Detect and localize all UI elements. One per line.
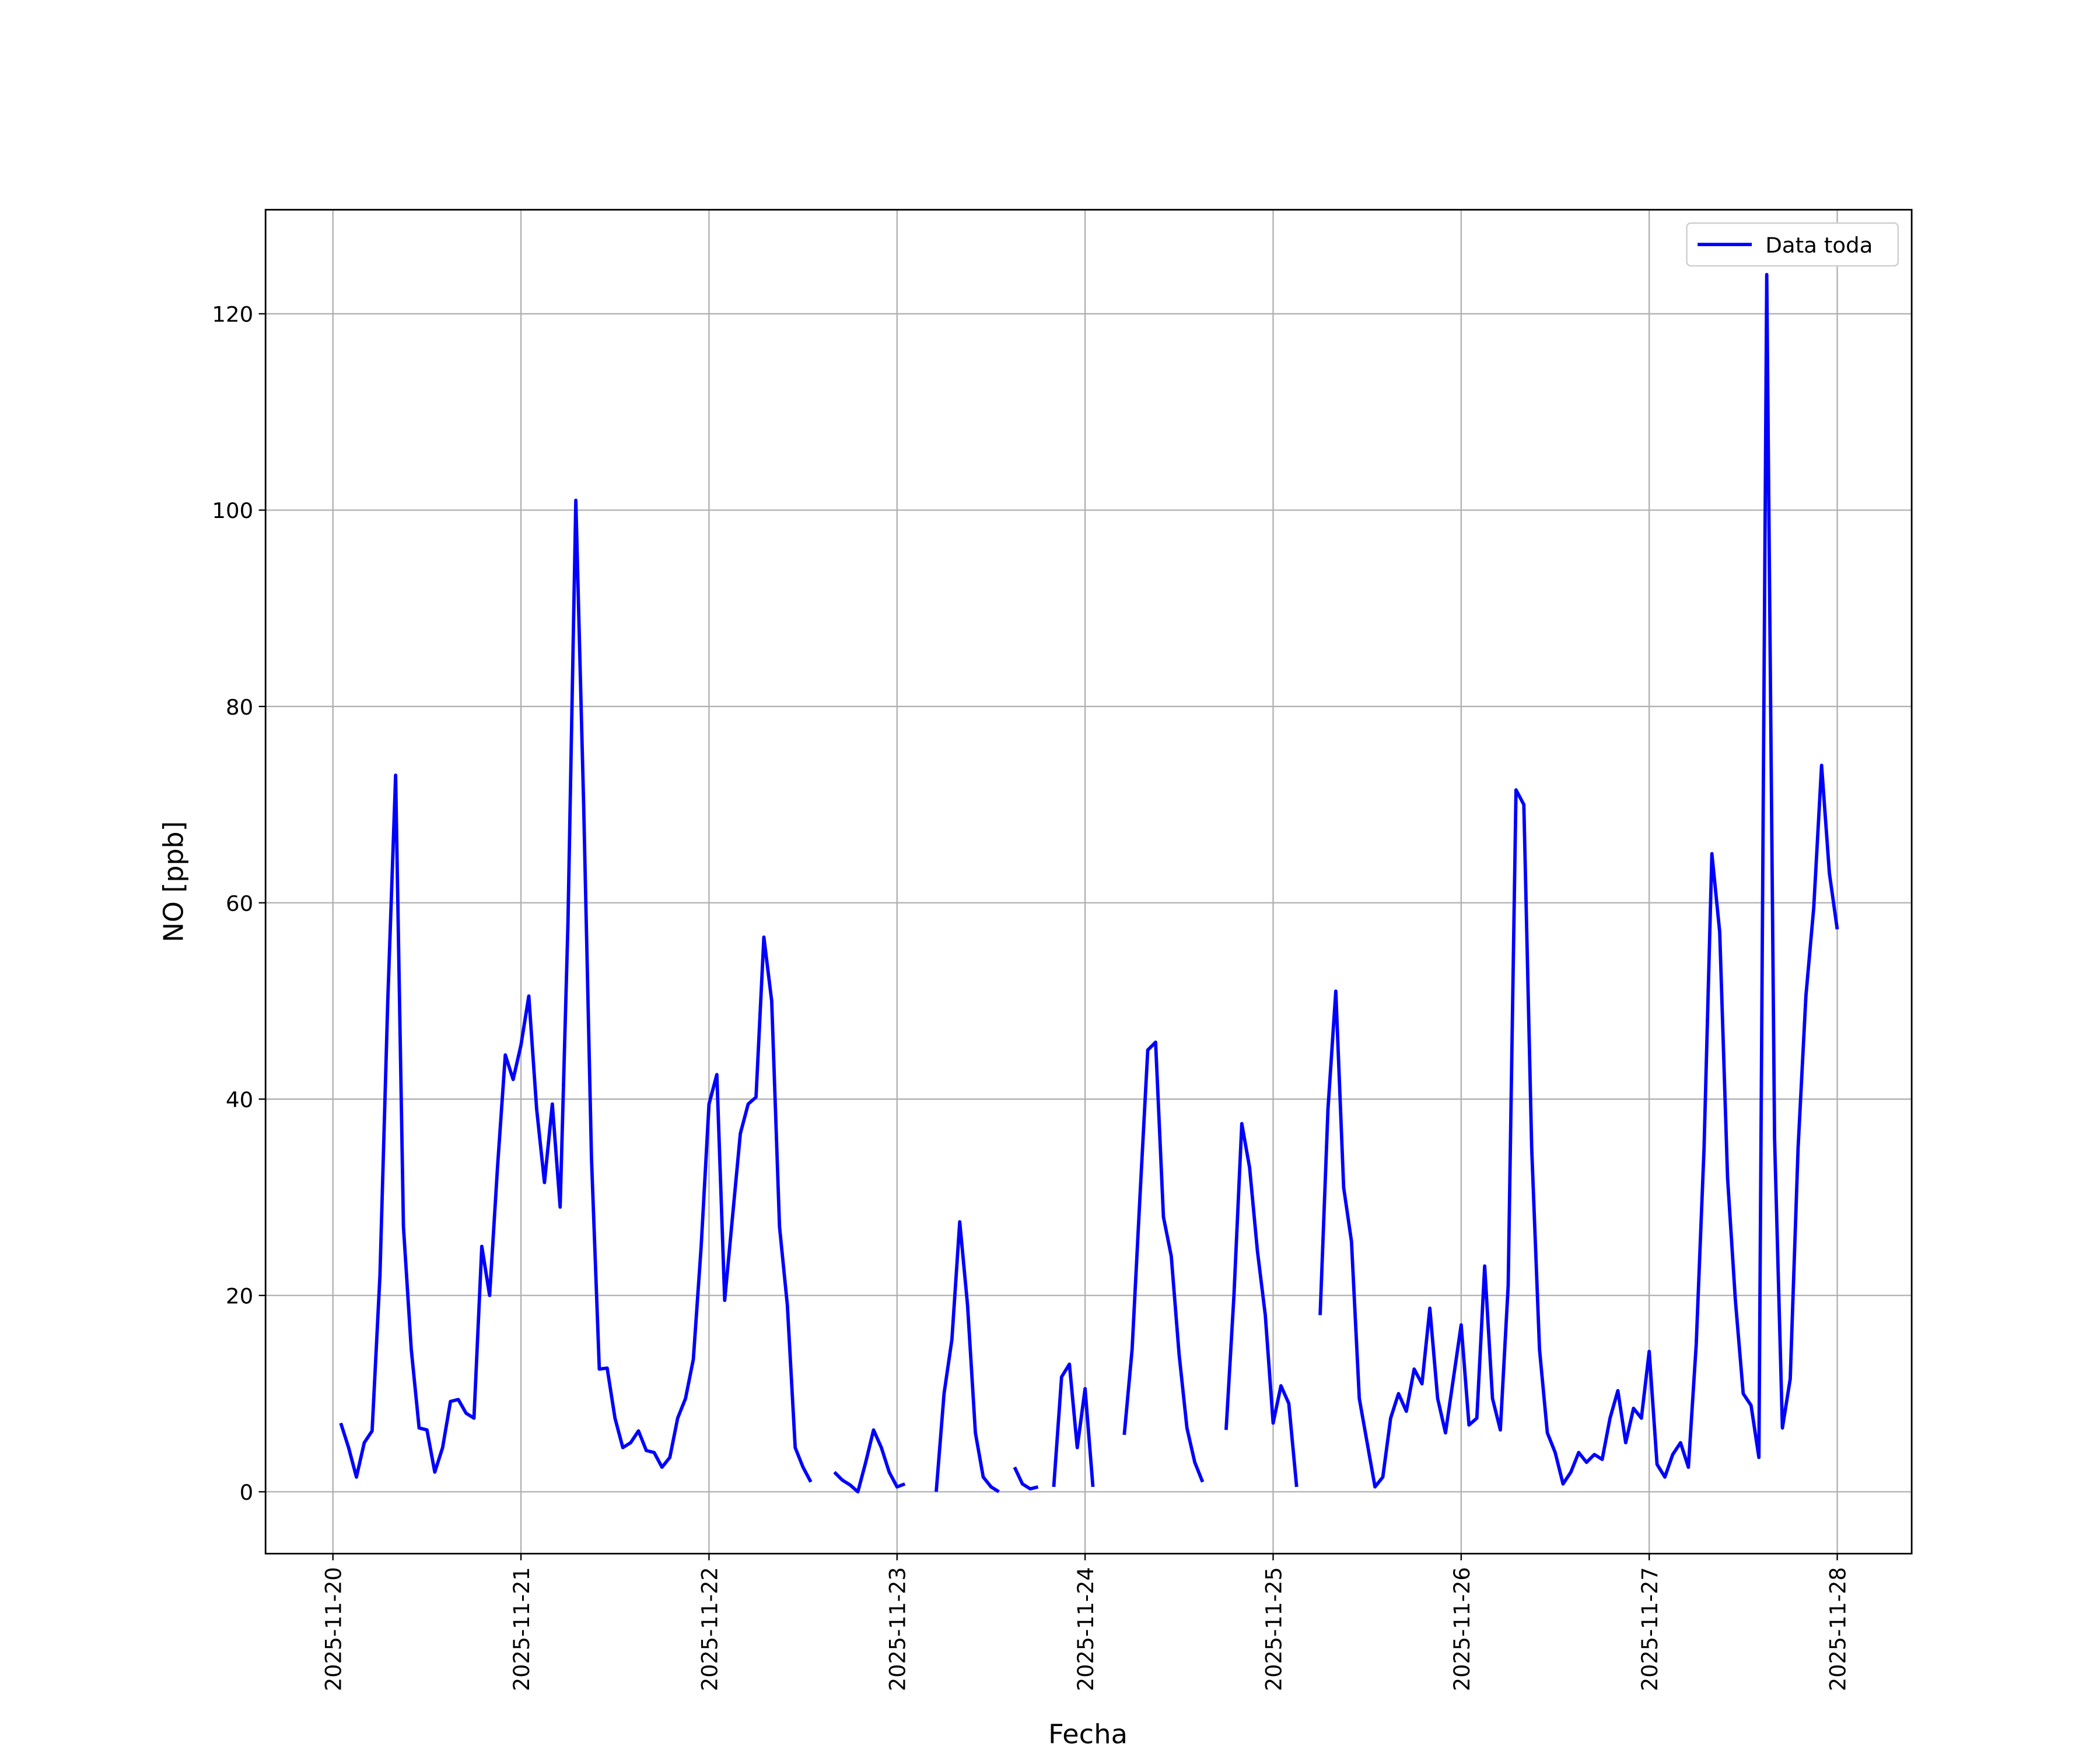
x-tick-label: 2025-11-28 <box>1825 1567 1850 1691</box>
y-tick-label: 0 <box>240 1480 254 1505</box>
x-tick-label: 2025-11-20 <box>321 1567 346 1691</box>
y-tick-label: 20 <box>226 1284 253 1309</box>
y-axis-label: NO [ppb] <box>158 821 189 943</box>
y-tick-label: 40 <box>226 1087 253 1112</box>
x-tick-label: 2025-11-24 <box>1073 1567 1098 1691</box>
legend-box <box>1686 222 1899 267</box>
x-tick-label: 2025-11-27 <box>1637 1567 1662 1691</box>
x-axis-label: Fecha <box>1048 1718 1128 1750</box>
y-tick-label: 100 <box>212 498 253 523</box>
data-line <box>339 272 1839 1494</box>
y-tick-label: 80 <box>226 695 253 720</box>
x-tick-label: 2025-11-23 <box>885 1567 910 1691</box>
legend-label: Data toda <box>1765 233 1873 258</box>
plot-area <box>265 209 1912 1554</box>
x-tick-label: 2025-11-22 <box>697 1567 722 1691</box>
x-tick-label: 2025-11-25 <box>1261 1567 1286 1691</box>
x-tick-label: 2025-11-26 <box>1450 1567 1475 1691</box>
y-tick-label: 60 <box>226 891 253 916</box>
y-tick-label: 120 <box>212 302 253 327</box>
x-tick-label: 2025-11-21 <box>509 1567 534 1691</box>
axes-frame <box>264 209 1913 1555</box>
